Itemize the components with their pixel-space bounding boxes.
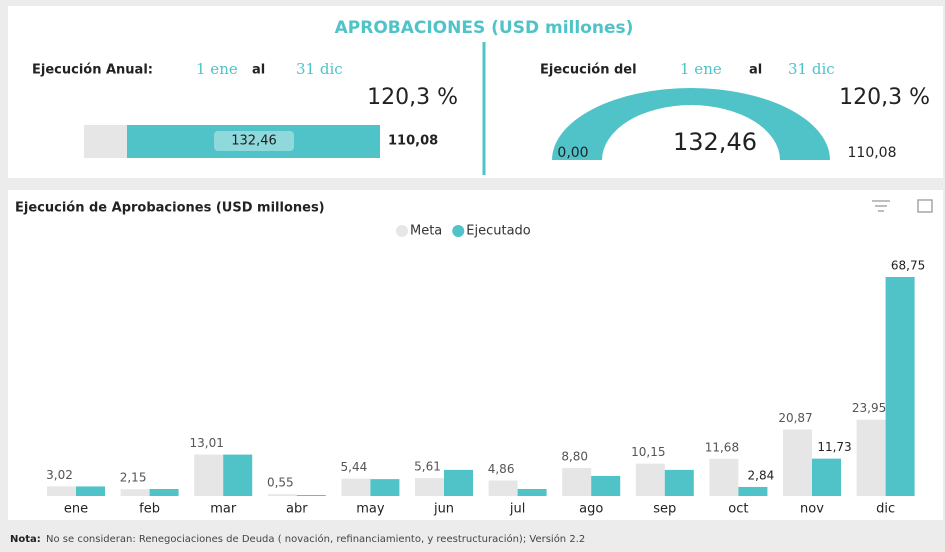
period-from: 1 ene: [680, 60, 722, 78]
period-percent: 120,3 %: [839, 85, 930, 110]
data-label: 2,84: [748, 468, 775, 482]
data-label: 10,15: [631, 445, 665, 459]
bar: [738, 486, 768, 496]
label-box: [812, 438, 857, 457]
period-sep: al: [749, 63, 762, 78]
focus-icon[interactable]: [917, 199, 933, 213]
label-box: [214, 131, 294, 151]
data-label: 0,55: [267, 476, 294, 490]
bar: [488, 480, 518, 496]
bar: [635, 463, 665, 496]
data-label: 8,80: [561, 449, 588, 463]
bar: [341, 478, 371, 496]
gauge-value: 132,46: [673, 128, 757, 156]
header-title: APROBACIONES (USD millones): [335, 18, 634, 38]
annual-from: 1 ene: [196, 60, 238, 78]
bar: [76, 486, 105, 496]
bar: [856, 419, 886, 496]
bar: [267, 494, 297, 496]
data-label: 5,61: [414, 460, 441, 474]
annual-target: 110,08: [388, 134, 438, 149]
gauge-target: 110,08: [848, 145, 897, 161]
bar: [223, 454, 253, 496]
data-label: 5,44: [341, 460, 368, 474]
x-tick-label: dic: [876, 502, 895, 517]
data-label: 4,86: [488, 462, 515, 476]
bar: [885, 277, 915, 496]
x-tick-label: ene: [64, 502, 88, 517]
annual-to: 31 dic: [296, 60, 343, 78]
bar: [194, 454, 224, 496]
x-tick-label: nov: [800, 502, 824, 517]
chart-title: Ejecución de Aprobaciones (USD millones): [15, 201, 325, 216]
data-label: 11,73: [817, 440, 851, 454]
data-label: 20,87: [778, 411, 812, 425]
bar: [562, 467, 592, 496]
note-text: No se consideran: Renegociaciones de Deu…: [46, 533, 585, 545]
bar: [415, 478, 444, 496]
legend-label: Meta: [410, 224, 442, 239]
bar: [47, 486, 76, 496]
legend-swatch: [452, 225, 465, 237]
label-box: [742, 466, 780, 485]
bar: [444, 469, 473, 496]
data-label: 23,95: [852, 401, 886, 415]
gauge-min: 0,00: [557, 145, 588, 161]
x-tick-label: feb: [139, 502, 160, 517]
x-tick-label: jul: [509, 502, 525, 517]
data-label: 13,01: [190, 436, 224, 450]
x-tick-label: jun: [433, 502, 454, 517]
x-tick-label: oct: [728, 502, 748, 517]
x-tick-label: sep: [653, 502, 676, 517]
bar: [812, 458, 841, 496]
bar: [664, 469, 694, 496]
annual-label: Ejecución Anual:: [32, 63, 153, 78]
filter-icon[interactable]: [872, 200, 890, 212]
annual-executed: 132,46: [231, 134, 277, 149]
bar: [370, 479, 400, 496]
bar: [296, 495, 326, 496]
bar: [517, 488, 547, 496]
x-tick-label: mar: [210, 502, 237, 517]
legend-label: Ejecutado: [466, 224, 531, 239]
bar: [120, 489, 150, 496]
data-label: 3,02: [46, 468, 73, 482]
data-label: 2,15: [120, 471, 147, 485]
bar: [591, 475, 621, 496]
x-tick-label: ago: [579, 502, 603, 517]
x-tick-label: may: [356, 502, 385, 517]
annual-sep: al: [252, 63, 265, 78]
bar: [709, 458, 739, 496]
gauge: [552, 88, 830, 160]
period-to: 31 dic: [788, 60, 835, 78]
bar: [149, 488, 179, 496]
data-label: 68,75: [891, 259, 925, 273]
x-tick-label: abr: [286, 502, 308, 517]
period-label: Ejecución del: [540, 63, 637, 78]
bar: [783, 429, 812, 496]
note-label: Nota:: [10, 534, 41, 545]
data-label: 11,68: [705, 440, 739, 454]
annual-percent: 120,3 %: [367, 85, 458, 110]
legend-swatch: [396, 225, 408, 237]
